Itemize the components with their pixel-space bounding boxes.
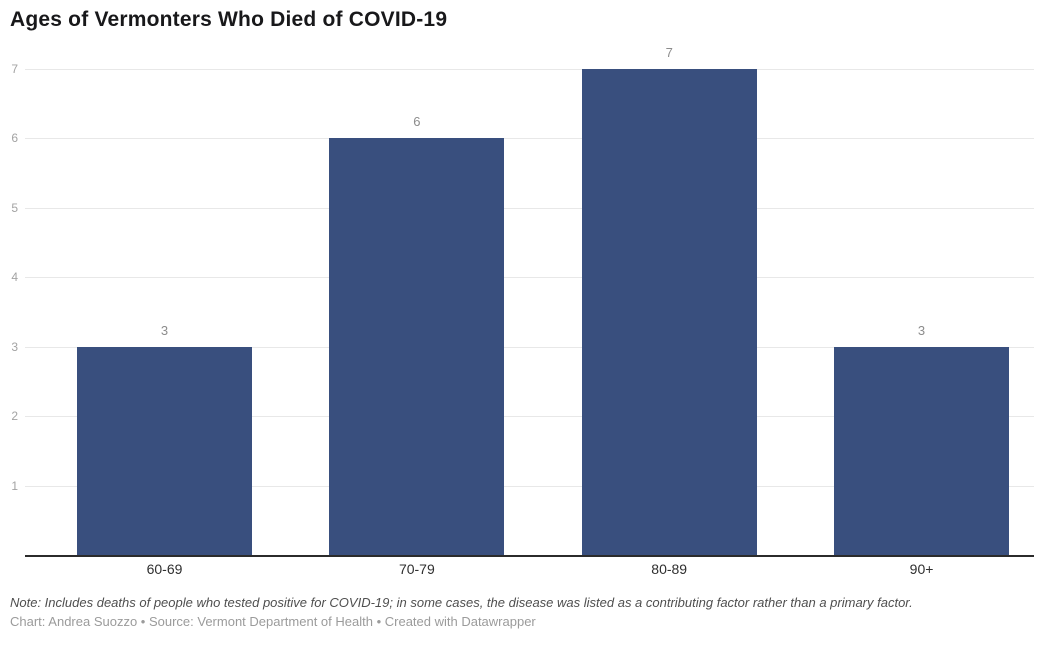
bar-60-69 <box>77 346 252 555</box>
x-axis-line <box>25 555 1034 557</box>
gridline-y-1 <box>25 485 1034 487</box>
y-tick-label-7: 7 <box>11 62 18 76</box>
gridline-y-5 <box>25 207 1034 209</box>
bar-70-79 <box>329 138 505 555</box>
x-axis-label-80-89: 80-89 <box>651 561 688 577</box>
x-axis-label-60-69: 60-69 <box>146 561 183 577</box>
y-tick-label-4: 4 <box>11 270 18 285</box>
x-axis-label-90+: 90+ <box>909 561 934 577</box>
chart-byline: Chart: Andrea Suozzo • Source: Vermont D… <box>10 614 536 629</box>
x-axis-label-70-79: 70-79 <box>398 561 435 577</box>
gridline-y-7 <box>25 69 1034 70</box>
bar-value-label-60-69: 3 <box>160 322 169 338</box>
bar-90+ <box>834 346 1010 555</box>
chart-title: Ages of Vermonters Who Died of COVID-19 <box>10 8 448 31</box>
gridline-y-3 <box>25 346 1034 348</box>
y-tick-label-6: 6 <box>11 131 18 146</box>
bar-80-89 <box>581 69 757 555</box>
y-tick-label-2: 2 <box>11 409 18 424</box>
y-tick-label-5: 5 <box>11 200 18 215</box>
gridline-y-4 <box>25 277 1034 279</box>
y-tick-label-1: 1 <box>11 478 18 493</box>
gridline-y-6 <box>25 138 1034 140</box>
chart-note: Note: Includes deaths of people who test… <box>10 595 913 610</box>
bar-value-label-90+: 3 <box>917 322 926 338</box>
y-tick-label-3: 3 <box>11 339 18 354</box>
bar-value-label-70-79: 6 <box>413 114 421 130</box>
gridline-y-2 <box>25 416 1034 418</box>
bar-value-label-80-89: 7 <box>665 45 673 60</box>
